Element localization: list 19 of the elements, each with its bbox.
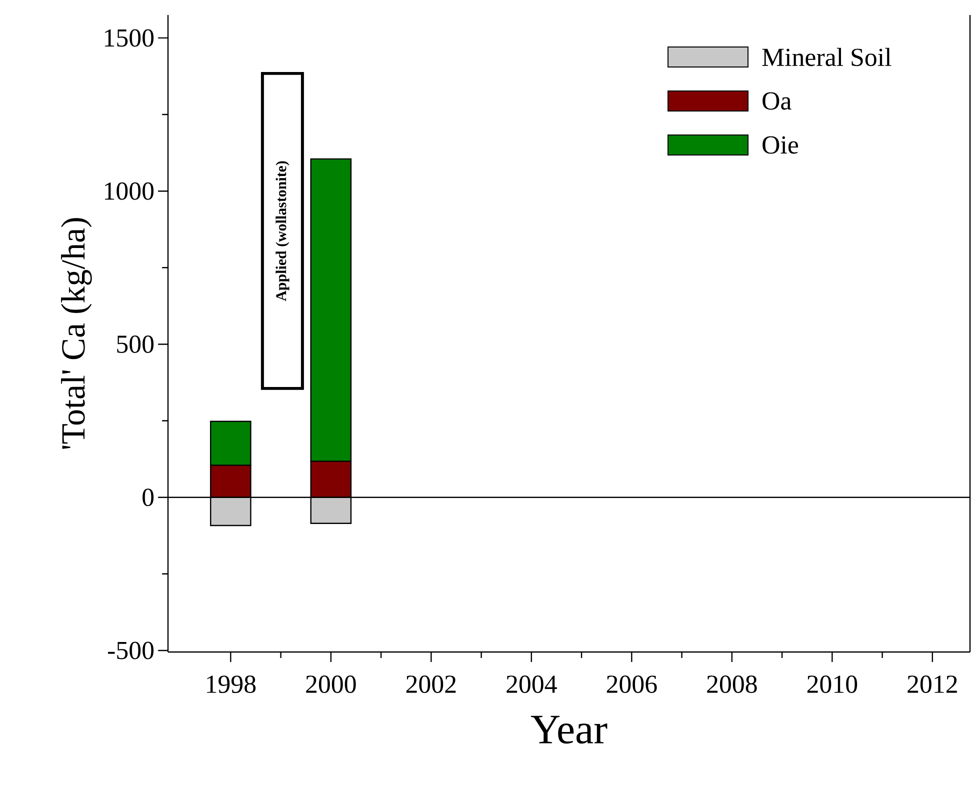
y-tick-label: 500: [117, 335, 154, 353]
y-tick-label: 0: [142, 488, 154, 506]
annotation: Applied (wollastonite): [276, 161, 290, 302]
legend-label: Mineral Soil: [762, 48, 892, 66]
legend-label: Oa: [762, 92, 792, 110]
x-tick-label: 2004: [506, 676, 557, 693]
y-axis-title: 'Total' Ca (kg/ha): [61, 218, 92, 449]
x-axis-title: Year: [530, 716, 608, 744]
y-tick-label: 1500: [105, 29, 154, 47]
y-tick-label: -500: [108, 642, 154, 660]
x-tick-label: 2000: [306, 676, 356, 693]
x-tick-label: 2002: [406, 676, 456, 693]
x-tick-label: 2012: [908, 676, 957, 693]
x-tick-label: 2008: [707, 676, 757, 693]
legend-label: Oie: [762, 136, 798, 154]
x-tick-label: 2010: [807, 676, 858, 693]
x-tick-label: 1998: [207, 676, 256, 693]
y-tick-label: 1000: [105, 182, 154, 200]
x-tick-label: 2006: [606, 676, 657, 693]
